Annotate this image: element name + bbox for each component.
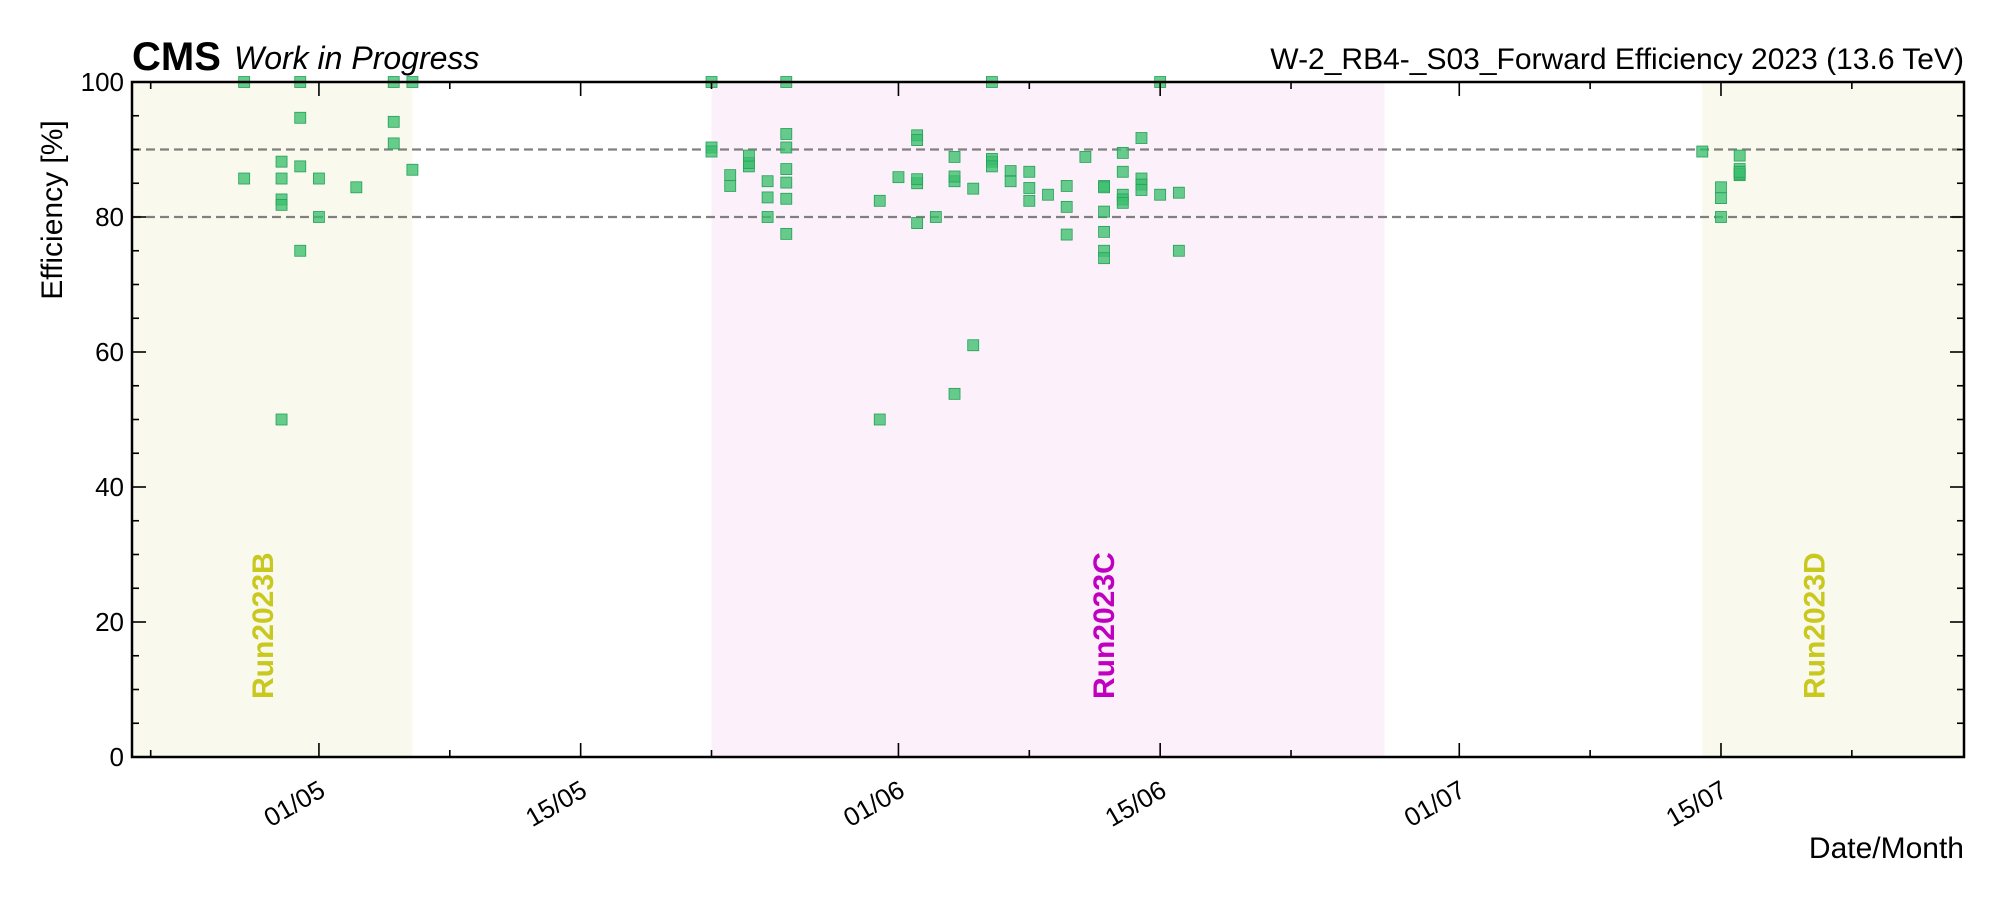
data-point — [1060, 180, 1073, 192]
x-tick-label: 15/06 — [1100, 774, 1171, 833]
run-label: Run2023D — [1798, 552, 1831, 699]
data-point — [1042, 188, 1054, 201]
data-point — [1098, 181, 1110, 194]
data-point — [387, 137, 400, 150]
data-point — [1098, 225, 1110, 238]
y-tick-label: 20 — [95, 607, 124, 637]
data-point — [1023, 182, 1036, 194]
data-point — [1004, 165, 1017, 178]
data-point — [948, 151, 961, 163]
run-label: Run2023B — [247, 552, 280, 699]
data-point — [275, 155, 288, 168]
data-point — [761, 175, 774, 188]
y-axis-label: Efficiency [%] — [36, 120, 69, 300]
data-point — [724, 180, 737, 192]
data-point — [1733, 149, 1746, 162]
data-point — [1116, 146, 1129, 159]
data-point — [313, 172, 325, 185]
data-point — [892, 171, 905, 184]
run-labels: Run2023B Run2023C Run2023D — [247, 552, 1832, 699]
data-point — [294, 160, 307, 173]
data-point — [780, 163, 793, 175]
data-point — [911, 217, 924, 229]
x-tick-label: 15/07 — [1661, 774, 1732, 833]
data-point — [275, 413, 288, 426]
data-point — [1060, 200, 1073, 213]
x-tick-label: 15/05 — [520, 774, 591, 833]
data-point — [873, 413, 886, 426]
data-point — [911, 134, 924, 146]
y-tick-label: 0 — [110, 742, 124, 772]
data-point — [406, 163, 419, 176]
reference-lines — [132, 148, 1964, 219]
y-tick-label: 60 — [95, 337, 124, 367]
data-point — [313, 211, 325, 223]
data-point — [1079, 151, 1092, 163]
run-bands — [132, 82, 1964, 757]
x-tick-label: 01/05 — [259, 774, 330, 833]
data-point — [1004, 175, 1017, 188]
data-point — [780, 176, 793, 189]
data-points — [238, 76, 1746, 426]
data-point — [967, 339, 980, 352]
y-tick-label: 40 — [95, 472, 124, 502]
data-point — [275, 172, 288, 185]
data-point — [761, 211, 774, 223]
data-point — [780, 141, 793, 154]
data-point — [780, 227, 793, 240]
data-point — [742, 149, 755, 162]
data-point — [1154, 188, 1167, 201]
data-point — [873, 194, 886, 207]
data-point — [1135, 184, 1148, 196]
data-point — [948, 387, 961, 400]
data-point — [967, 182, 980, 195]
data-point — [948, 170, 961, 183]
x-tick-label: 01/06 — [838, 774, 909, 833]
y-tick-label: 80 — [95, 202, 124, 232]
run-band — [132, 82, 413, 757]
data-point — [1060, 228, 1073, 241]
data-point — [1135, 132, 1148, 144]
data-point — [238, 172, 251, 185]
data-point — [1715, 192, 1727, 205]
data-point — [929, 211, 942, 223]
data-point — [1715, 211, 1727, 223]
data-point — [780, 192, 793, 205]
y-axis-ticks: 0 20 40 60 80 100 — [81, 67, 1964, 772]
data-point — [1172, 186, 1185, 199]
data-point — [1172, 244, 1185, 257]
data-point — [294, 111, 307, 124]
y-tick-label: 100 — [81, 67, 124, 97]
data-point — [1098, 205, 1110, 218]
data-point — [1696, 145, 1709, 158]
data-point — [1023, 194, 1036, 207]
data-point — [1098, 252, 1110, 265]
data-point — [275, 198, 288, 211]
data-point — [724, 169, 737, 182]
data-point — [1116, 196, 1129, 209]
data-point — [1116, 165, 1129, 178]
run-band — [1702, 82, 1964, 757]
data-point — [1733, 165, 1746, 178]
data-point — [986, 160, 998, 173]
data-point — [1715, 181, 1727, 194]
data-point — [780, 128, 793, 140]
x-tick-label: 01/07 — [1399, 774, 1470, 833]
run-label: Run2023C — [1088, 552, 1121, 699]
run-band — [711, 82, 1385, 757]
data-point — [387, 115, 400, 128]
data-point — [705, 145, 718, 158]
chart-title: W-2_RB4-_S03_Forward Efficiency 2023 (13… — [1270, 43, 1964, 76]
data-point — [350, 181, 363, 194]
status-label: Work in Progress — [234, 40, 479, 76]
x-axis-label: Date/Month — [1809, 832, 1964, 865]
data-point — [911, 173, 924, 186]
data-point — [761, 191, 774, 204]
experiment-label: CMS — [132, 35, 221, 79]
data-point — [1023, 165, 1036, 178]
data-point — [294, 244, 307, 257]
